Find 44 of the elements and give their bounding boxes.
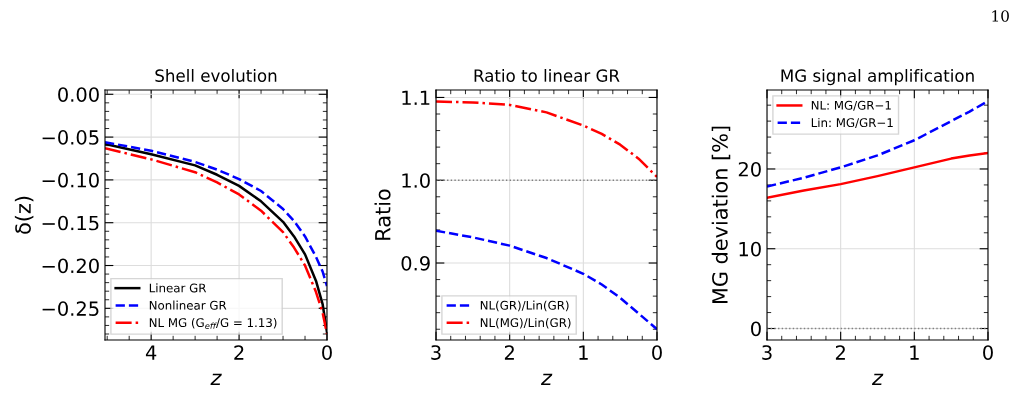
x-tick-label: 2 — [234, 345, 244, 360]
y-axis-title: MG deviation [%] — [711, 126, 731, 304]
x-tick-label: 3 — [762, 345, 772, 360]
x-tick-label: 4 — [145, 345, 157, 360]
chart-title: Ratio to linear GR — [474, 69, 620, 82]
line-series — [767, 99, 988, 188]
y-tick-label: −0.10 — [42, 172, 99, 188]
x-tick-label: 2 — [504, 345, 514, 360]
legend-label: Nonlinear GR — [149, 300, 227, 310]
y-tick-label: 20 — [738, 161, 761, 177]
chart-title: MG signal amplification — [781, 69, 974, 86]
y-tick-label: 1.1 — [402, 90, 430, 105]
x-tick-label: 0 — [983, 345, 993, 360]
y-tick-label: 1.0 — [402, 173, 430, 188]
y-tick-label: −0.15 — [42, 215, 99, 231]
line-series — [436, 229, 657, 331]
legend-label: NL(MG)/Lin(GR) — [480, 317, 571, 329]
text: 10 — [992, 10, 1009, 22]
legend-label: Linear GR — [149, 283, 207, 293]
y-tick-label: −0.20 — [42, 258, 99, 274]
x-tick-label: 1 — [910, 345, 919, 360]
chart-title: Shell evolution — [155, 69, 277, 82]
y-axis-title: Ratio — [374, 189, 391, 240]
y-tick-label: 10 — [739, 241, 761, 257]
legend-label: NL: MG/GR−1 — [811, 100, 891, 111]
y-tick-label: 0.9 — [401, 255, 430, 271]
y-tick-label: 0.00 — [58, 87, 99, 102]
x-tick-label: 3 — [431, 345, 441, 360]
y-axis-title: δ(z) — [14, 196, 34, 234]
legend-label: NL(GR)/Lin(GR) — [480, 300, 569, 312]
x-tick-label: 2 — [835, 345, 845, 360]
x-axis-title: z — [540, 373, 553, 386]
x-axis-title: z — [871, 373, 884, 386]
y-tick-label: 0 — [751, 321, 761, 337]
x-tick-label: 0 — [322, 345, 332, 360]
legend-label: Lin: MG/GR−1 — [811, 117, 893, 129]
y-tick-label: −0.05 — [42, 130, 99, 145]
line-series — [767, 151, 988, 199]
x-axis-title: z — [210, 373, 222, 386]
x-tick-label: 1 — [579, 345, 588, 360]
line-series — [436, 100, 657, 179]
x-tick-label: 0 — [652, 345, 662, 360]
legend-label: NL MG (G$_{eff}$/G = 1.13) — [149, 317, 277, 329]
y-tick-label: −0.25 — [42, 301, 99, 316]
